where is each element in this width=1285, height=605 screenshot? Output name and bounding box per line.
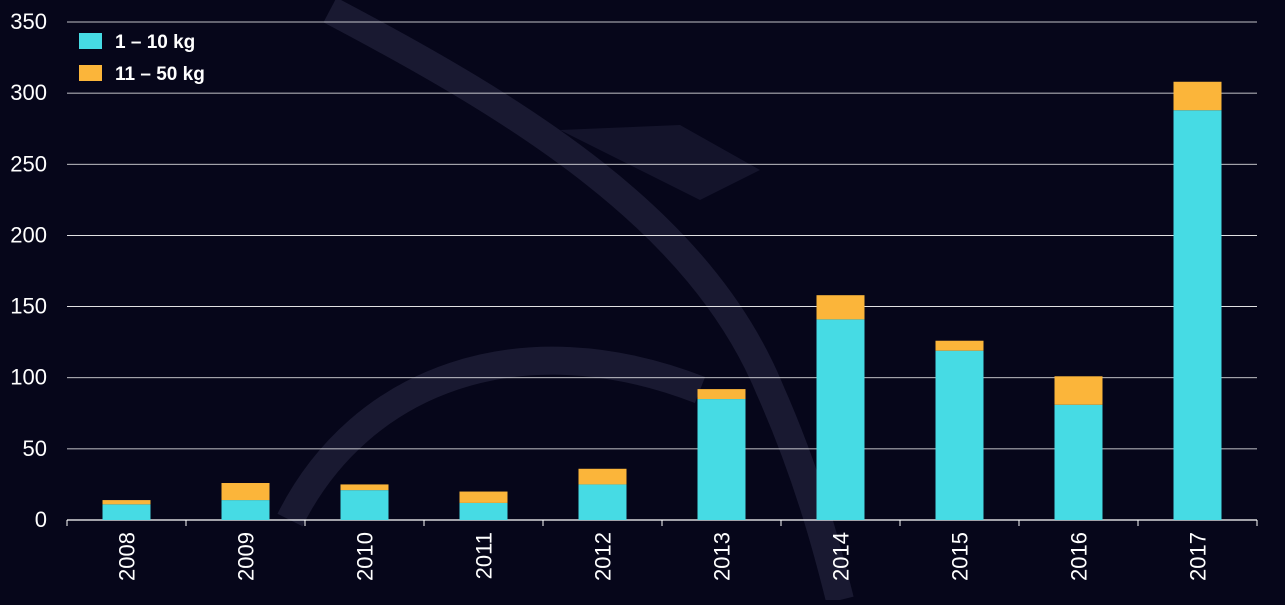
bar-segment-small-2008: [102, 504, 151, 520]
x-axis: 2008 2009 2010 2011 2012 2013 2014 2015 2016 2017: [66, 520, 1258, 581]
y-tick-label: 200: [10, 222, 47, 247]
bar-segment-large-2017: [1173, 81, 1222, 111]
x-tick-label: 2011: [472, 532, 497, 579]
legend: 1 – 10 kg 11 – 50 kg: [79, 32, 205, 85]
y-tick-label: 150: [10, 294, 47, 319]
bar-segment-small-2017: [1173, 110, 1222, 521]
x-tick-label: 2017: [1186, 532, 1211, 581]
bar-segment-large-2012: [578, 468, 627, 485]
y-tick-label: 300: [10, 80, 47, 105]
y-tick-label: 0: [35, 507, 47, 532]
x-tick-label: 2010: [353, 532, 378, 581]
y-tick-label: 100: [10, 365, 47, 390]
bar-segment-small-2011: [459, 502, 508, 520]
watermark-logo: [277, 0, 854, 604]
y-tick-label: 50: [23, 436, 47, 461]
bar-segment-small-2014: [816, 319, 865, 520]
legend-swatch: [79, 65, 102, 81]
y-tick-label: 250: [10, 151, 47, 176]
y-tick-label: 350: [10, 9, 47, 34]
bar-segment-large-2008: [102, 500, 151, 505]
bar-segment-large-2009: [221, 483, 270, 501]
x-tick-label: 2012: [591, 532, 616, 581]
bar-segment-small-2016: [1054, 404, 1103, 520]
bars: [102, 81, 1222, 521]
bar-segment-small-2012: [578, 484, 627, 520]
bar-segment-large-2015: [935, 340, 984, 351]
legend-label: 11 – 50 kg: [115, 64, 205, 85]
x-tick-label: 2013: [710, 532, 735, 581]
x-tick-label: 2008: [115, 532, 140, 581]
x-tick-label: 2015: [948, 532, 973, 581]
legend-label: 1 – 10 kg: [115, 32, 195, 53]
bar-segment-large-2014: [816, 295, 865, 320]
legend-swatch: [79, 33, 102, 49]
x-tick-label: 2014: [829, 532, 854, 581]
bar-segment-large-2013: [697, 389, 746, 400]
y-axis-tick-labels: 0 50 100 150 200 250 300 350: [10, 9, 47, 532]
bar-segment-small-2009: [221, 500, 270, 520]
bar-segment-large-2011: [459, 491, 508, 503]
bar-segment-large-2016: [1054, 376, 1103, 405]
x-tick-label: 2016: [1067, 532, 1092, 581]
bar-segment-small-2010: [340, 490, 389, 520]
bar-segment-small-2013: [697, 399, 746, 520]
bar-segment-large-2010: [340, 484, 389, 491]
bar-segment-small-2015: [935, 350, 984, 520]
x-tick-label: 2009: [234, 532, 259, 581]
